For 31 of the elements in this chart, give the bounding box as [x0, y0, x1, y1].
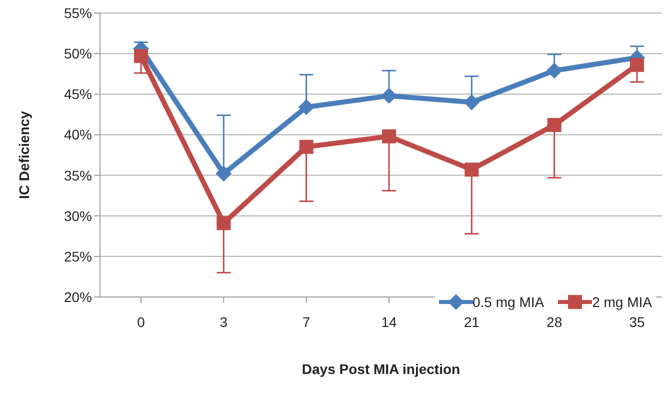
- point: [299, 140, 314, 154]
- point: [216, 166, 232, 182]
- y-axis-title: IC Deficiency: [16, 110, 32, 199]
- y-tick-label: 30%: [64, 208, 92, 224]
- point: [382, 129, 396, 144]
- y-tick-label: 55%: [64, 4, 92, 21]
- x-tick-label: 14: [381, 314, 397, 330]
- x-tick-label: 35: [629, 314, 645, 330]
- point: [134, 49, 148, 64]
- point: [216, 216, 231, 230]
- x-tick-label: 28: [546, 314, 562, 330]
- y-tick-label: 20%: [64, 288, 92, 305]
- x-tick-label: 7: [302, 314, 310, 330]
- y-tick-label: 50%: [64, 46, 92, 62]
- legend-label: 0.5 mg MIA: [472, 294, 544, 310]
- x-tick-label: 3: [220, 314, 228, 330]
- y-tick-label: 25%: [64, 248, 92, 264]
- point: [630, 58, 644, 72]
- point: [464, 94, 480, 110]
- point: [298, 99, 314, 116]
- point: [546, 62, 562, 79]
- y-tick-label: 40%: [64, 126, 92, 143]
- point: [464, 162, 479, 177]
- x-tick-label: 21: [464, 314, 480, 330]
- x-axis-title: Days Post MIA injection: [302, 361, 460, 377]
- x-tick-label: 0: [137, 314, 146, 330]
- legend-label: 2 mg MIA: [592, 294, 652, 310]
- point: [381, 88, 397, 104]
- y-tick-label: 35%: [64, 167, 92, 184]
- y-tick-label: 45%: [64, 86, 92, 102]
- point: [547, 118, 562, 132]
